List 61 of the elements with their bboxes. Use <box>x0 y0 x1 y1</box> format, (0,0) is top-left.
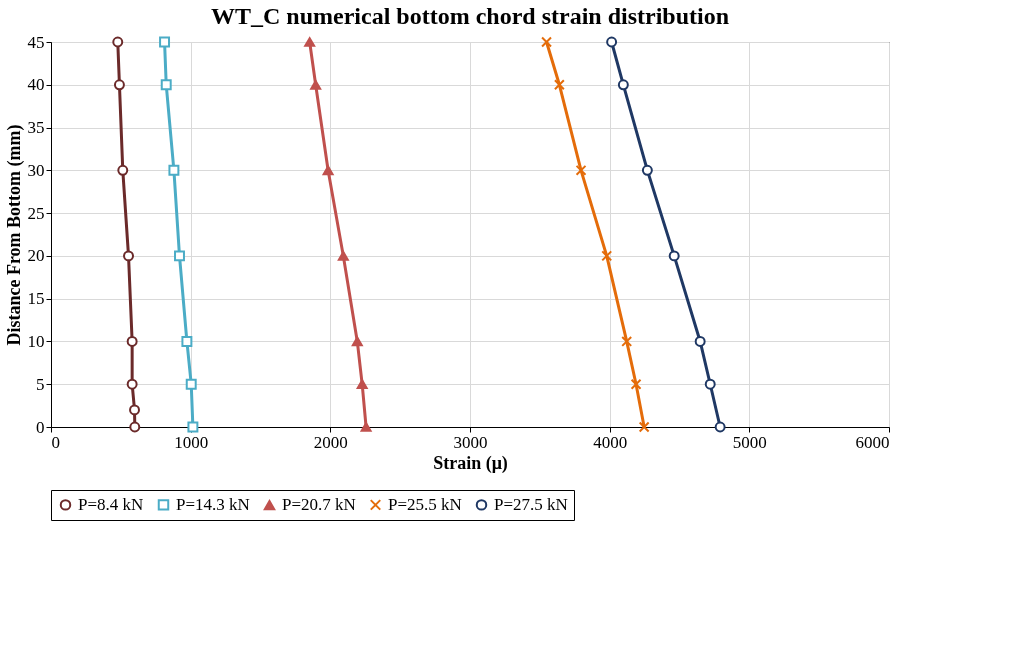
x-tick-label: 5000 <box>732 432 767 452</box>
x-tick-label: 1000 <box>174 432 209 452</box>
point <box>322 165 334 176</box>
point <box>159 36 171 48</box>
point <box>160 79 172 91</box>
point <box>123 250 134 262</box>
point <box>304 37 316 47</box>
point <box>174 250 185 262</box>
y-tick-label: 20 <box>27 246 45 266</box>
point <box>601 250 613 262</box>
point <box>351 336 363 347</box>
point <box>714 421 726 433</box>
point <box>668 250 680 262</box>
point <box>126 335 138 347</box>
legend-label: P=14.3 kN <box>176 494 250 514</box>
point <box>168 164 180 176</box>
point <box>185 378 197 390</box>
point <box>621 335 633 347</box>
point <box>606 36 618 48</box>
x-tick-label: 6000 <box>855 432 890 452</box>
point <box>694 335 706 347</box>
point <box>310 79 322 90</box>
point <box>575 164 587 176</box>
y-tick-label: 15 <box>27 289 45 309</box>
point <box>704 378 716 390</box>
point <box>129 404 140 416</box>
point <box>187 421 199 433</box>
x-tick-label: 2000 <box>313 432 348 452</box>
legend-label: P=20.7 kN <box>282 495 356 515</box>
x-tick-label: 4000 <box>593 432 628 452</box>
x-axis-title: Strain (μ) <box>433 452 508 474</box>
y-axis-title: Distance From Bottom (mm) <box>3 124 25 346</box>
point <box>126 378 138 390</box>
point <box>356 379 368 390</box>
legend-label: P=25.5 kN <box>388 494 462 514</box>
chart-title: WT_C numerical bottom chord strain distribution <box>210 3 730 29</box>
point <box>638 421 650 433</box>
y-tick-label: 40 <box>27 75 45 95</box>
point <box>129 421 141 433</box>
point <box>641 164 653 176</box>
y-tick-label: 35 <box>27 118 45 138</box>
y-tick-label: 25 <box>27 203 45 223</box>
point <box>617 79 629 91</box>
point <box>541 36 553 48</box>
point <box>117 164 129 176</box>
x-tick-label: 0 <box>51 432 60 452</box>
point <box>360 422 372 432</box>
legend-label: P=27.5 kN <box>494 494 568 514</box>
y-tick-label: 30 <box>27 160 45 180</box>
y-tick-label: 5 <box>36 374 45 394</box>
point <box>630 378 642 390</box>
y-tick-label: 45 <box>27 32 45 52</box>
point <box>181 335 193 347</box>
point <box>337 251 349 261</box>
point <box>553 79 565 91</box>
x-tick-label: 3000 <box>453 432 488 452</box>
y-tick-label: 10 <box>27 331 45 351</box>
point <box>113 79 125 91</box>
y-tick-label: 0 <box>36 417 45 437</box>
point <box>112 36 124 48</box>
legend-label: P=8.4 kN <box>78 494 144 514</box>
